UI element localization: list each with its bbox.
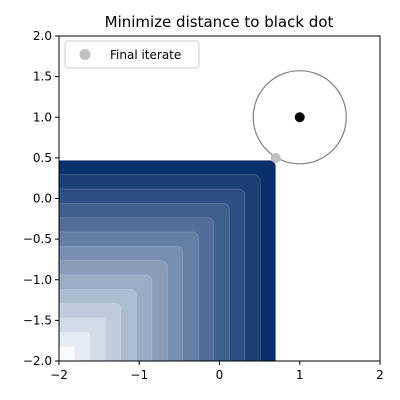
legend-box (64, 40, 200, 69)
y-tick-label: −2.0 (23, 354, 52, 368)
y-tick-label: −0.5 (23, 232, 52, 246)
x-tick-label: 2 (376, 368, 384, 382)
contour-level-14 (59, 346, 75, 361)
legend: Final iterate (64, 40, 200, 69)
contour-region (59, 160, 276, 361)
x-tick-label: −2 (50, 368, 68, 382)
y-tick-label: 1.0 (33, 110, 52, 124)
radius-circle (252, 70, 347, 165)
y-tick-label: 1.5 (33, 70, 52, 84)
chart-title: Minimize distance to black dot (105, 13, 334, 31)
marks-layer (252, 70, 347, 165)
x-tick-label: 1 (296, 368, 304, 382)
target-point (294, 112, 305, 123)
x-axis: −2 −1 0 1 2 (50, 361, 384, 382)
x-tick-label: −1 (130, 368, 148, 382)
legend-label: Final iterate (110, 48, 181, 62)
y-tick-label: 0.5 (33, 151, 52, 165)
final-iterate-point (270, 152, 281, 163)
y-tick-label: −1.5 (23, 313, 52, 327)
y-axis: −2.0 −1.5 −1.0 −0.5 0.0 0.5 1.0 1.5 2.0 (23, 29, 59, 368)
legend-marker (79, 49, 91, 60)
y-tick-label: −1.0 (23, 273, 52, 287)
y-tick-label: 0.0 (33, 192, 52, 206)
y-tick-label: 2.0 (33, 29, 52, 43)
x-tick-label: 0 (216, 368, 224, 382)
